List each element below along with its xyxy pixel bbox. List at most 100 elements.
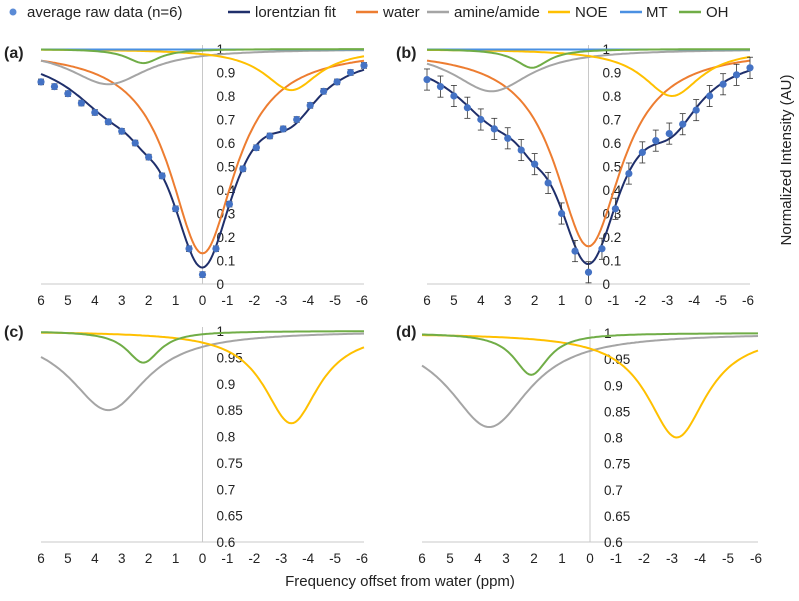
panel-label: (d) (396, 324, 416, 341)
y-tick-label: 0.5 (217, 160, 236, 175)
raw-data-point (625, 169, 633, 178)
raw-data-point (50, 83, 59, 91)
y-tick-label: 0 (217, 277, 225, 292)
x-tick-label: -3 (275, 551, 287, 566)
x-tick-label: 0 (585, 293, 593, 308)
panel-label: (a) (4, 45, 24, 62)
y-tick-label: 0.85 (217, 403, 243, 418)
y-tick-label: 0.85 (604, 404, 630, 419)
raw-data-point (706, 92, 714, 100)
raw-data-point (212, 245, 220, 253)
y-tick-label: 0.5 (603, 160, 622, 175)
raw-data-point (198, 271, 207, 279)
y-tick-label: 0.65 (217, 509, 243, 524)
x-tick-label: 3 (504, 293, 512, 308)
y-tick-label: 0.2 (603, 230, 622, 245)
x-tick-label: -6 (356, 293, 368, 308)
legend-marker-dot (9, 8, 17, 16)
x-tick-label: -4 (694, 551, 706, 566)
legend-label: amine/amide (454, 4, 540, 21)
raw-data-point (436, 83, 445, 91)
panel-d: (d) 6 5 4 3 2 1 0 -1 -2 -3 -4 -5 -6 0.6 0.65 0.7 0.75 0.8 0… (396, 324, 762, 566)
legend-label: MT (646, 4, 668, 21)
x-tick-label: -2 (634, 293, 646, 308)
y-tick-label: 0.4 (603, 183, 622, 198)
panel-b: (b)6 5 4 3 2 1 0 -1 -2 -3 -4 -5 -600.10.20.30.40.50.… (396, 42, 754, 308)
curve-amine-amide (426, 49, 750, 93)
raw-data-point (504, 134, 512, 142)
raw-data-point (719, 80, 727, 88)
legend-label: OH (706, 4, 729, 21)
x-tick-label: -2 (638, 551, 650, 566)
y-tick-label: 0 (603, 277, 611, 292)
raw-data-point (185, 245, 193, 253)
y-tick-label: 0.65 (604, 509, 630, 524)
x-tick-label: 1 (172, 551, 180, 566)
y-tick-label: 0.9 (217, 66, 236, 81)
raw-data-point (118, 127, 126, 135)
panel-c: (c) 6 5 4 3 2 1 0 -1 -2 -3 -4 -5 -6 0.6 0.65 0.7 0.75 0.8 0… (4, 324, 368, 566)
x-tick-label: -5 (715, 293, 727, 308)
raw-data-point (158, 172, 166, 180)
raw-data-point (293, 115, 301, 124)
panel-a: (a)6 5 4 3 2 1 0 -1 -2 -3 -4 -5 -600.10.20.30.40.50.… (4, 42, 368, 308)
curve-noe (422, 334, 759, 439)
legend: average raw data (n=6) lorentzian fit wate… (9, 4, 729, 21)
raw-data-point (571, 247, 579, 255)
x-tick-label: 2 (145, 293, 153, 308)
y-tick-label: 0.7 (604, 483, 623, 498)
y-tick-label: 0.9 (603, 66, 622, 81)
y-tick-label: 0.6 (217, 535, 236, 550)
y-tick-label: 0.8 (217, 89, 236, 104)
curve-oh (427, 48, 750, 69)
raw-data-point (225, 200, 234, 208)
raw-data-point (346, 68, 355, 77)
raw-data-point (320, 87, 328, 95)
raw-data-point (531, 160, 539, 168)
y-tick-label: 0.7 (603, 113, 622, 128)
raw-data-point (306, 101, 314, 109)
y-tick-label: 0.95 (217, 350, 243, 365)
x-tick-label: -1 (221, 551, 233, 566)
raw-data-point (611, 205, 620, 213)
raw-data-point (679, 120, 687, 128)
curve-noe (40, 331, 365, 425)
x-tick-label: -5 (329, 293, 341, 308)
x-tick-label: 5 (446, 551, 454, 566)
x-tick-label: -1 (221, 293, 233, 308)
y-axis-title: Normalized Intensity (AU) (778, 75, 795, 246)
x-tick-label: 2 (531, 293, 539, 308)
x-tick-label: 1 (558, 551, 566, 566)
legend-label: NOE (575, 4, 608, 21)
x-tick-label: 1 (558, 293, 566, 308)
x-tick-label: 6 (37, 293, 45, 308)
raw-data-point (557, 209, 566, 218)
x-tick-label: -1 (607, 293, 619, 308)
x-tick-label: 6 (423, 293, 431, 308)
x-tick-label: -5 (329, 551, 341, 566)
x-axis-title: Frequency offset from water (ppm) (285, 573, 515, 590)
y-tick-label: 0.8 (604, 431, 623, 446)
legend-label: water (382, 4, 420, 21)
raw-data-point (450, 92, 458, 100)
raw-data-point (77, 99, 85, 107)
raw-data-point (490, 125, 498, 133)
panel-label: (b) (396, 45, 416, 62)
curve-amine-amide (40, 49, 364, 86)
x-tick-label: 3 (502, 551, 510, 566)
raw-data-point (584, 268, 593, 276)
raw-data-point (360, 61, 368, 70)
y-tick-label: 0.75 (604, 457, 630, 472)
x-tick-label: -1 (610, 551, 622, 566)
x-tick-label: -6 (742, 293, 754, 308)
x-tick-label: -3 (666, 551, 678, 566)
x-tick-label: -2 (248, 293, 260, 308)
x-tick-label: -4 (302, 293, 314, 308)
raw-data-point (477, 115, 485, 124)
raw-data-point (239, 165, 247, 173)
x-tick-label: 0 (586, 551, 594, 566)
curve-amine-amide (421, 335, 759, 429)
raw-data-point (652, 137, 660, 145)
panel-label: (c) (4, 324, 24, 341)
